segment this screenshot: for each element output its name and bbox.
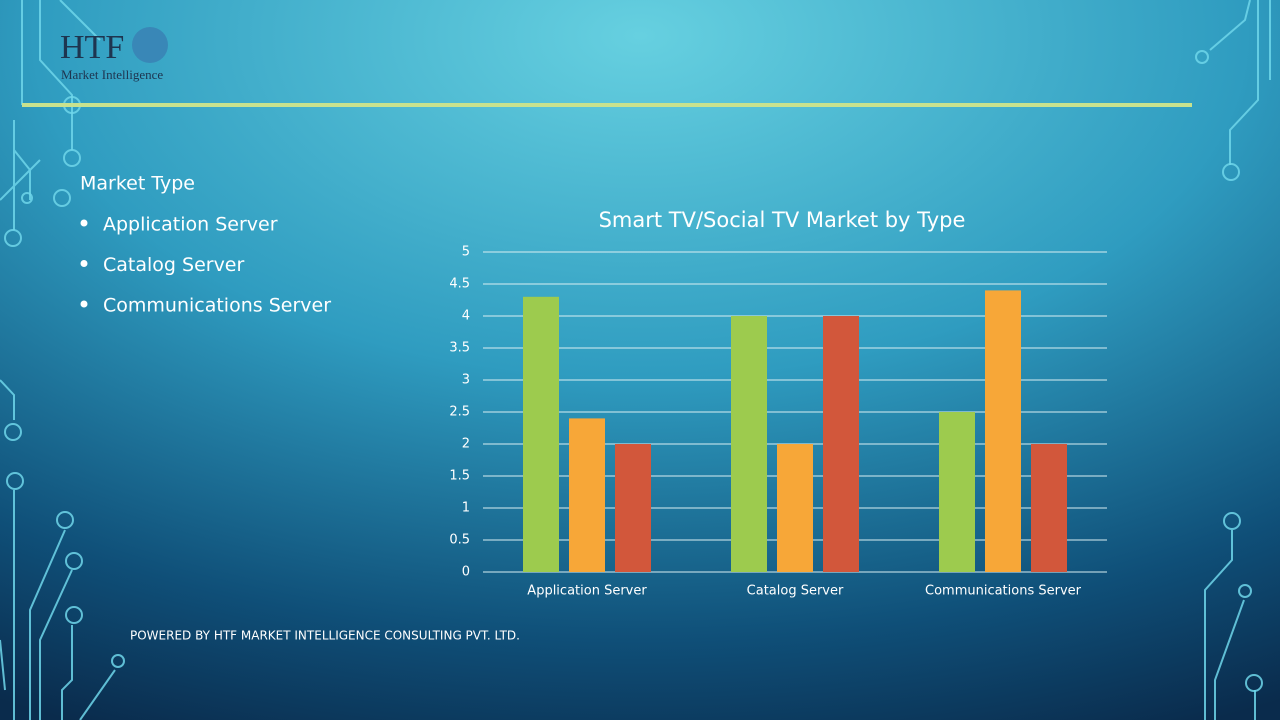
sidebar-item: Catalog Server (103, 254, 245, 276)
bar (985, 290, 1021, 572)
y-tick-label: 4.5 (449, 277, 470, 292)
bar (615, 444, 651, 572)
bar (569, 418, 605, 572)
plot: 0 0.5 1 1.5 2 2.5 3 3.5 4 4.5 5 Application Server C… (449, 245, 1107, 599)
y-tick-label: 2.5 (449, 405, 470, 420)
sidebar-list: Application Server Catalog Server Communic… (80, 214, 331, 317)
bar (731, 316, 767, 572)
bar (1031, 444, 1067, 572)
bullet (80, 300, 88, 308)
x-tick-label: Catalog Server (747, 584, 844, 599)
x-tick-label: Communications Server (925, 584, 1082, 599)
y-tick-label: 4 (462, 309, 470, 324)
y-tick-label: 3.5 (449, 341, 470, 356)
y-tick-label: 0.5 (449, 533, 470, 548)
y-tick-label: 3 (462, 373, 470, 388)
bar (939, 412, 975, 572)
sidebar-item: Application Server (103, 214, 278, 236)
y-tick-label: 0 (462, 565, 470, 580)
logo-subtitle: Market Intelligence (61, 67, 163, 82)
bullet (80, 219, 88, 227)
bar (523, 296, 559, 572)
sidebar-item: Communications Server (103, 295, 331, 317)
y-tick-label: 2 (462, 437, 470, 452)
bullet (80, 260, 88, 267)
logo-icon (132, 27, 168, 63)
bar (777, 444, 813, 572)
logo: HTF (60, 29, 124, 66)
footer: POWERED BY HTF MARKET INTELLIGENCE CONSU… (130, 629, 520, 643)
sidebar-heading: Market Type (80, 173, 195, 195)
y-tick-label: 5 (462, 245, 470, 260)
x-tick-label: Application Server (527, 584, 647, 599)
y-tick-label: 1.5 (449, 469, 470, 484)
y-tick-label: 1 (462, 501, 470, 516)
bar (823, 316, 859, 572)
chart-title: Smart TV/Social TV Market by Type (599, 208, 966, 232)
